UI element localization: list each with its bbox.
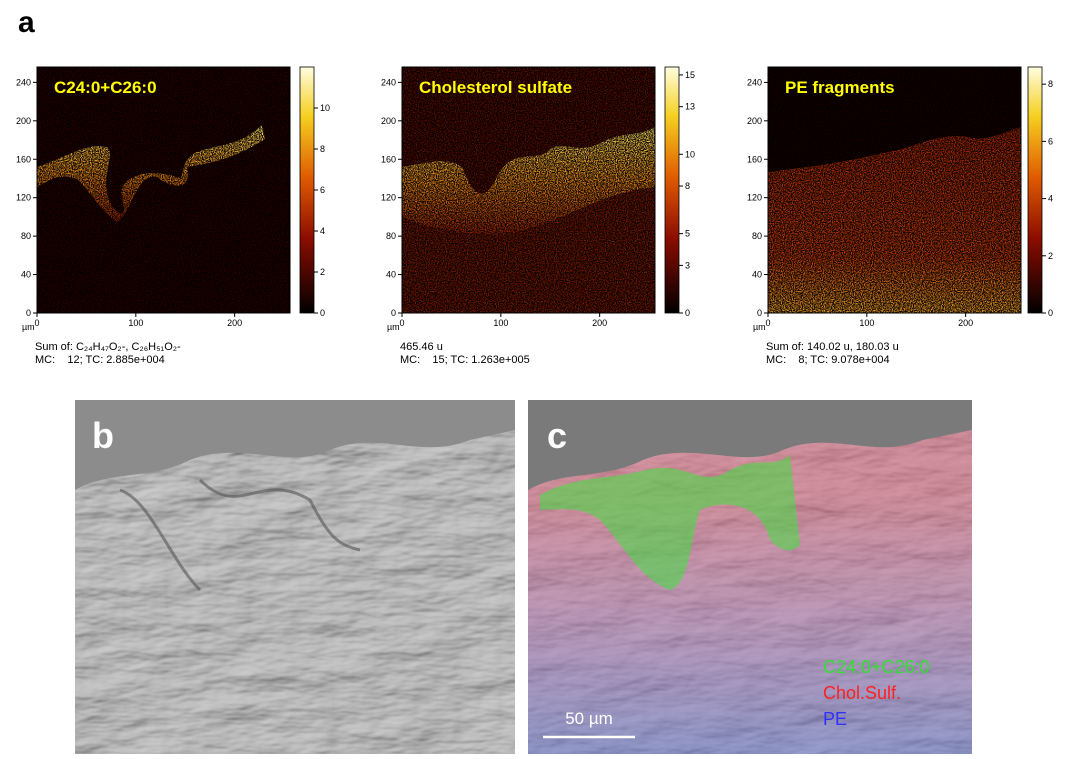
colorbar-tick-label: 2	[320, 267, 325, 277]
x-tick-label: 0	[399, 318, 404, 328]
caption: MC: 8; TC: 9.078e+004	[766, 354, 890, 366]
y-tick-label: 120	[16, 193, 31, 203]
map-title: PE fragments	[785, 78, 895, 97]
y-tick-label: 0	[391, 308, 396, 318]
colorbar-tick-label: 5	[685, 229, 690, 239]
y-tick-label: 160	[16, 154, 31, 164]
y-tick-label: 160	[381, 154, 396, 164]
legend-entry: Chol.Sulf.	[823, 683, 901, 703]
axis-unit: µm	[22, 322, 35, 332]
y-tick-label: 0	[757, 308, 762, 318]
y-tick-label: 40	[752, 270, 762, 280]
y-tick-label: 80	[386, 231, 396, 241]
colorbar-tick-label: 4	[320, 226, 325, 236]
colorbar-tick-label: 2	[1048, 251, 1053, 261]
map-title: Cholesterol sulfate	[419, 78, 572, 97]
colorbar-tick-label: 6	[320, 185, 325, 195]
y-tick-label: 40	[21, 270, 31, 280]
y-tick-label: 120	[747, 193, 762, 203]
colorbar-tick-label: 8	[320, 144, 325, 154]
axis-unit: µm	[387, 322, 400, 332]
overlay-image	[528, 400, 972, 754]
map-title: C24:0+C26:0	[54, 78, 157, 97]
figure: a b c 50 µm C24:0+C26:004080120160200240…	[0, 0, 1067, 754]
colorbar	[1028, 67, 1042, 313]
x-tick-label: 100	[859, 318, 874, 328]
ion-map	[37, 67, 290, 313]
caption: Sum of: 140.02 u, 180.03 u	[766, 341, 899, 353]
y-tick-label: 200	[381, 116, 396, 126]
ion-signal	[37, 67, 290, 313]
colorbar-tick-label: 0	[1048, 308, 1053, 318]
scale-bar-label: 50 µm	[565, 709, 613, 728]
colorbar-tick-label: 8	[685, 181, 690, 191]
colorbar-tick-label: 13	[685, 102, 695, 112]
colorbar-tick-label: 6	[1048, 136, 1053, 146]
y-tick-label: 200	[16, 116, 31, 126]
colorbar-tick-label: 0	[320, 308, 325, 318]
x-tick-label: 200	[227, 318, 242, 328]
y-tick-label: 80	[21, 231, 31, 241]
colorbar-tick-label: 0	[685, 308, 690, 318]
caption: Sum of: C₂₄H₄₇O₂-, C₂₆H₅₁O₂-	[35, 341, 181, 353]
y-tick-label: 240	[16, 77, 31, 87]
x-tick-label: 200	[592, 318, 607, 328]
caption: 465.46 u	[400, 341, 443, 353]
x-tick-label: 200	[958, 318, 973, 328]
x-tick-label: 100	[128, 318, 143, 328]
colorbar-tick-label: 15	[685, 70, 695, 80]
caption: MC: 12; TC: 2.885e+004	[35, 354, 165, 366]
panel-label: a	[18, 6, 35, 39]
y-tick-label: 120	[381, 193, 396, 203]
legend-entry: C24:0+C26:0	[823, 657, 930, 677]
y-tick-label: 80	[752, 231, 762, 241]
y-tick-label: 40	[386, 270, 396, 280]
colorbar	[300, 67, 314, 313]
colorbar-tick-label: 3	[685, 260, 690, 270]
ion-signal	[402, 67, 655, 313]
x-tick-label: 0	[34, 318, 39, 328]
x-tick-label: 100	[493, 318, 508, 328]
colorbar-tick-label: 8	[1048, 79, 1053, 89]
y-tick-label: 200	[747, 116, 762, 126]
ion-map	[402, 67, 655, 313]
y-tick-label: 160	[747, 154, 762, 164]
y-tick-label: 240	[381, 77, 396, 87]
signal-floor	[37, 67, 290, 313]
y-tick-label: 240	[747, 77, 762, 87]
axis-unit: µm	[753, 322, 766, 332]
ion-signal	[768, 67, 1021, 313]
panel-label: c	[547, 415, 567, 456]
y-tick-label: 0	[26, 308, 31, 318]
panel-label: b	[92, 415, 114, 456]
colorbar	[665, 67, 679, 313]
colorbar-tick-label: 10	[685, 149, 695, 159]
caption: MC: 15; TC: 1.263e+005	[400, 354, 530, 366]
colorbar-tick-label: 10	[320, 103, 330, 113]
ion-map	[768, 67, 1021, 313]
colorbar-tick-label: 4	[1048, 194, 1053, 204]
x-tick-label: 0	[765, 318, 770, 328]
sem-image	[75, 400, 515, 754]
legend-entry: PE	[823, 709, 847, 729]
